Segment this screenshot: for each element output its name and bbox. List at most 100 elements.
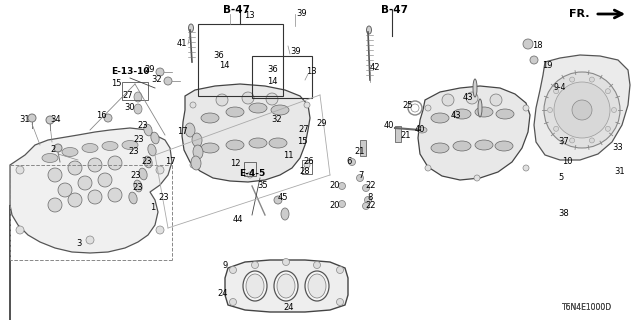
Text: 23: 23 — [129, 148, 139, 156]
Circle shape — [474, 175, 480, 181]
Polygon shape — [182, 84, 310, 182]
Text: 40: 40 — [383, 122, 394, 131]
Text: 15: 15 — [297, 138, 307, 147]
Circle shape — [365, 196, 371, 204]
Text: 32: 32 — [152, 75, 162, 84]
Ellipse shape — [475, 107, 493, 117]
Ellipse shape — [226, 107, 244, 117]
Ellipse shape — [62, 148, 78, 156]
Ellipse shape — [151, 132, 159, 144]
Polygon shape — [225, 260, 348, 312]
Ellipse shape — [42, 154, 58, 163]
Text: 40: 40 — [415, 125, 425, 134]
Circle shape — [98, 173, 112, 187]
Text: 27: 27 — [298, 125, 308, 134]
Circle shape — [190, 102, 196, 108]
Text: 20: 20 — [330, 201, 340, 210]
Text: 22: 22 — [365, 181, 376, 190]
Circle shape — [108, 188, 122, 202]
Ellipse shape — [453, 141, 471, 151]
Bar — [122, 82, 148, 100]
Text: 14: 14 — [267, 77, 278, 86]
Circle shape — [190, 162, 196, 168]
Circle shape — [28, 114, 36, 122]
Text: 21: 21 — [355, 148, 365, 156]
Bar — [395, 126, 401, 142]
Circle shape — [216, 94, 228, 106]
Ellipse shape — [271, 105, 289, 115]
Text: E-13-10: E-13-10 — [111, 68, 149, 76]
Text: 33: 33 — [612, 143, 623, 153]
Text: 43: 43 — [462, 93, 473, 102]
Ellipse shape — [129, 192, 137, 204]
Circle shape — [337, 299, 344, 306]
Circle shape — [78, 176, 92, 190]
Circle shape — [570, 138, 575, 143]
Text: 11: 11 — [283, 150, 294, 159]
Text: 7: 7 — [358, 172, 364, 180]
Circle shape — [349, 158, 355, 165]
Text: 32: 32 — [271, 115, 282, 124]
Bar — [252, 56, 312, 98]
Ellipse shape — [144, 124, 152, 136]
Circle shape — [58, 183, 72, 197]
Circle shape — [554, 126, 559, 131]
Ellipse shape — [473, 79, 477, 97]
Ellipse shape — [431, 113, 449, 123]
Text: 24: 24 — [218, 290, 228, 299]
Polygon shape — [534, 55, 630, 160]
Ellipse shape — [144, 156, 152, 168]
Text: 23: 23 — [131, 171, 141, 180]
Circle shape — [68, 193, 82, 207]
Text: 13: 13 — [306, 68, 317, 76]
Ellipse shape — [246, 274, 264, 298]
Ellipse shape — [122, 140, 138, 149]
Text: 23: 23 — [133, 135, 144, 145]
Circle shape — [362, 185, 369, 191]
Text: 39: 39 — [290, 47, 301, 57]
Circle shape — [572, 100, 592, 120]
Ellipse shape — [226, 140, 244, 150]
Text: 29: 29 — [316, 118, 326, 127]
Text: 29: 29 — [145, 66, 155, 75]
Text: 45: 45 — [278, 194, 289, 203]
Text: E-4-5: E-4-5 — [239, 169, 265, 178]
Ellipse shape — [134, 92, 142, 102]
Bar — [302, 160, 312, 174]
Ellipse shape — [453, 109, 471, 119]
Bar — [198, 24, 283, 96]
Circle shape — [339, 182, 346, 189]
Circle shape — [242, 92, 254, 104]
Text: 19: 19 — [542, 61, 552, 70]
Circle shape — [108, 156, 122, 170]
Ellipse shape — [475, 140, 493, 150]
Circle shape — [605, 126, 611, 131]
Ellipse shape — [134, 104, 142, 114]
Circle shape — [266, 93, 278, 105]
Circle shape — [570, 77, 575, 82]
Ellipse shape — [249, 103, 267, 113]
Circle shape — [54, 144, 62, 152]
Text: 17: 17 — [165, 157, 176, 166]
Ellipse shape — [189, 24, 193, 32]
Circle shape — [156, 166, 164, 174]
Circle shape — [544, 72, 620, 148]
Bar — [360, 140, 366, 156]
Text: 5: 5 — [558, 173, 563, 182]
Ellipse shape — [305, 271, 329, 301]
Ellipse shape — [134, 180, 142, 192]
Circle shape — [425, 105, 431, 111]
Circle shape — [605, 89, 611, 94]
Text: T6N4E1000D: T6N4E1000D — [562, 303, 612, 313]
Text: 36: 36 — [213, 51, 224, 60]
Ellipse shape — [102, 141, 118, 150]
Circle shape — [425, 165, 431, 171]
Ellipse shape — [496, 109, 514, 119]
Text: FR.: FR. — [570, 9, 590, 19]
Polygon shape — [10, 128, 172, 320]
Circle shape — [46, 116, 54, 124]
Text: 12: 12 — [230, 159, 241, 169]
Circle shape — [554, 89, 559, 94]
Ellipse shape — [148, 144, 156, 156]
Text: 17: 17 — [177, 126, 188, 135]
